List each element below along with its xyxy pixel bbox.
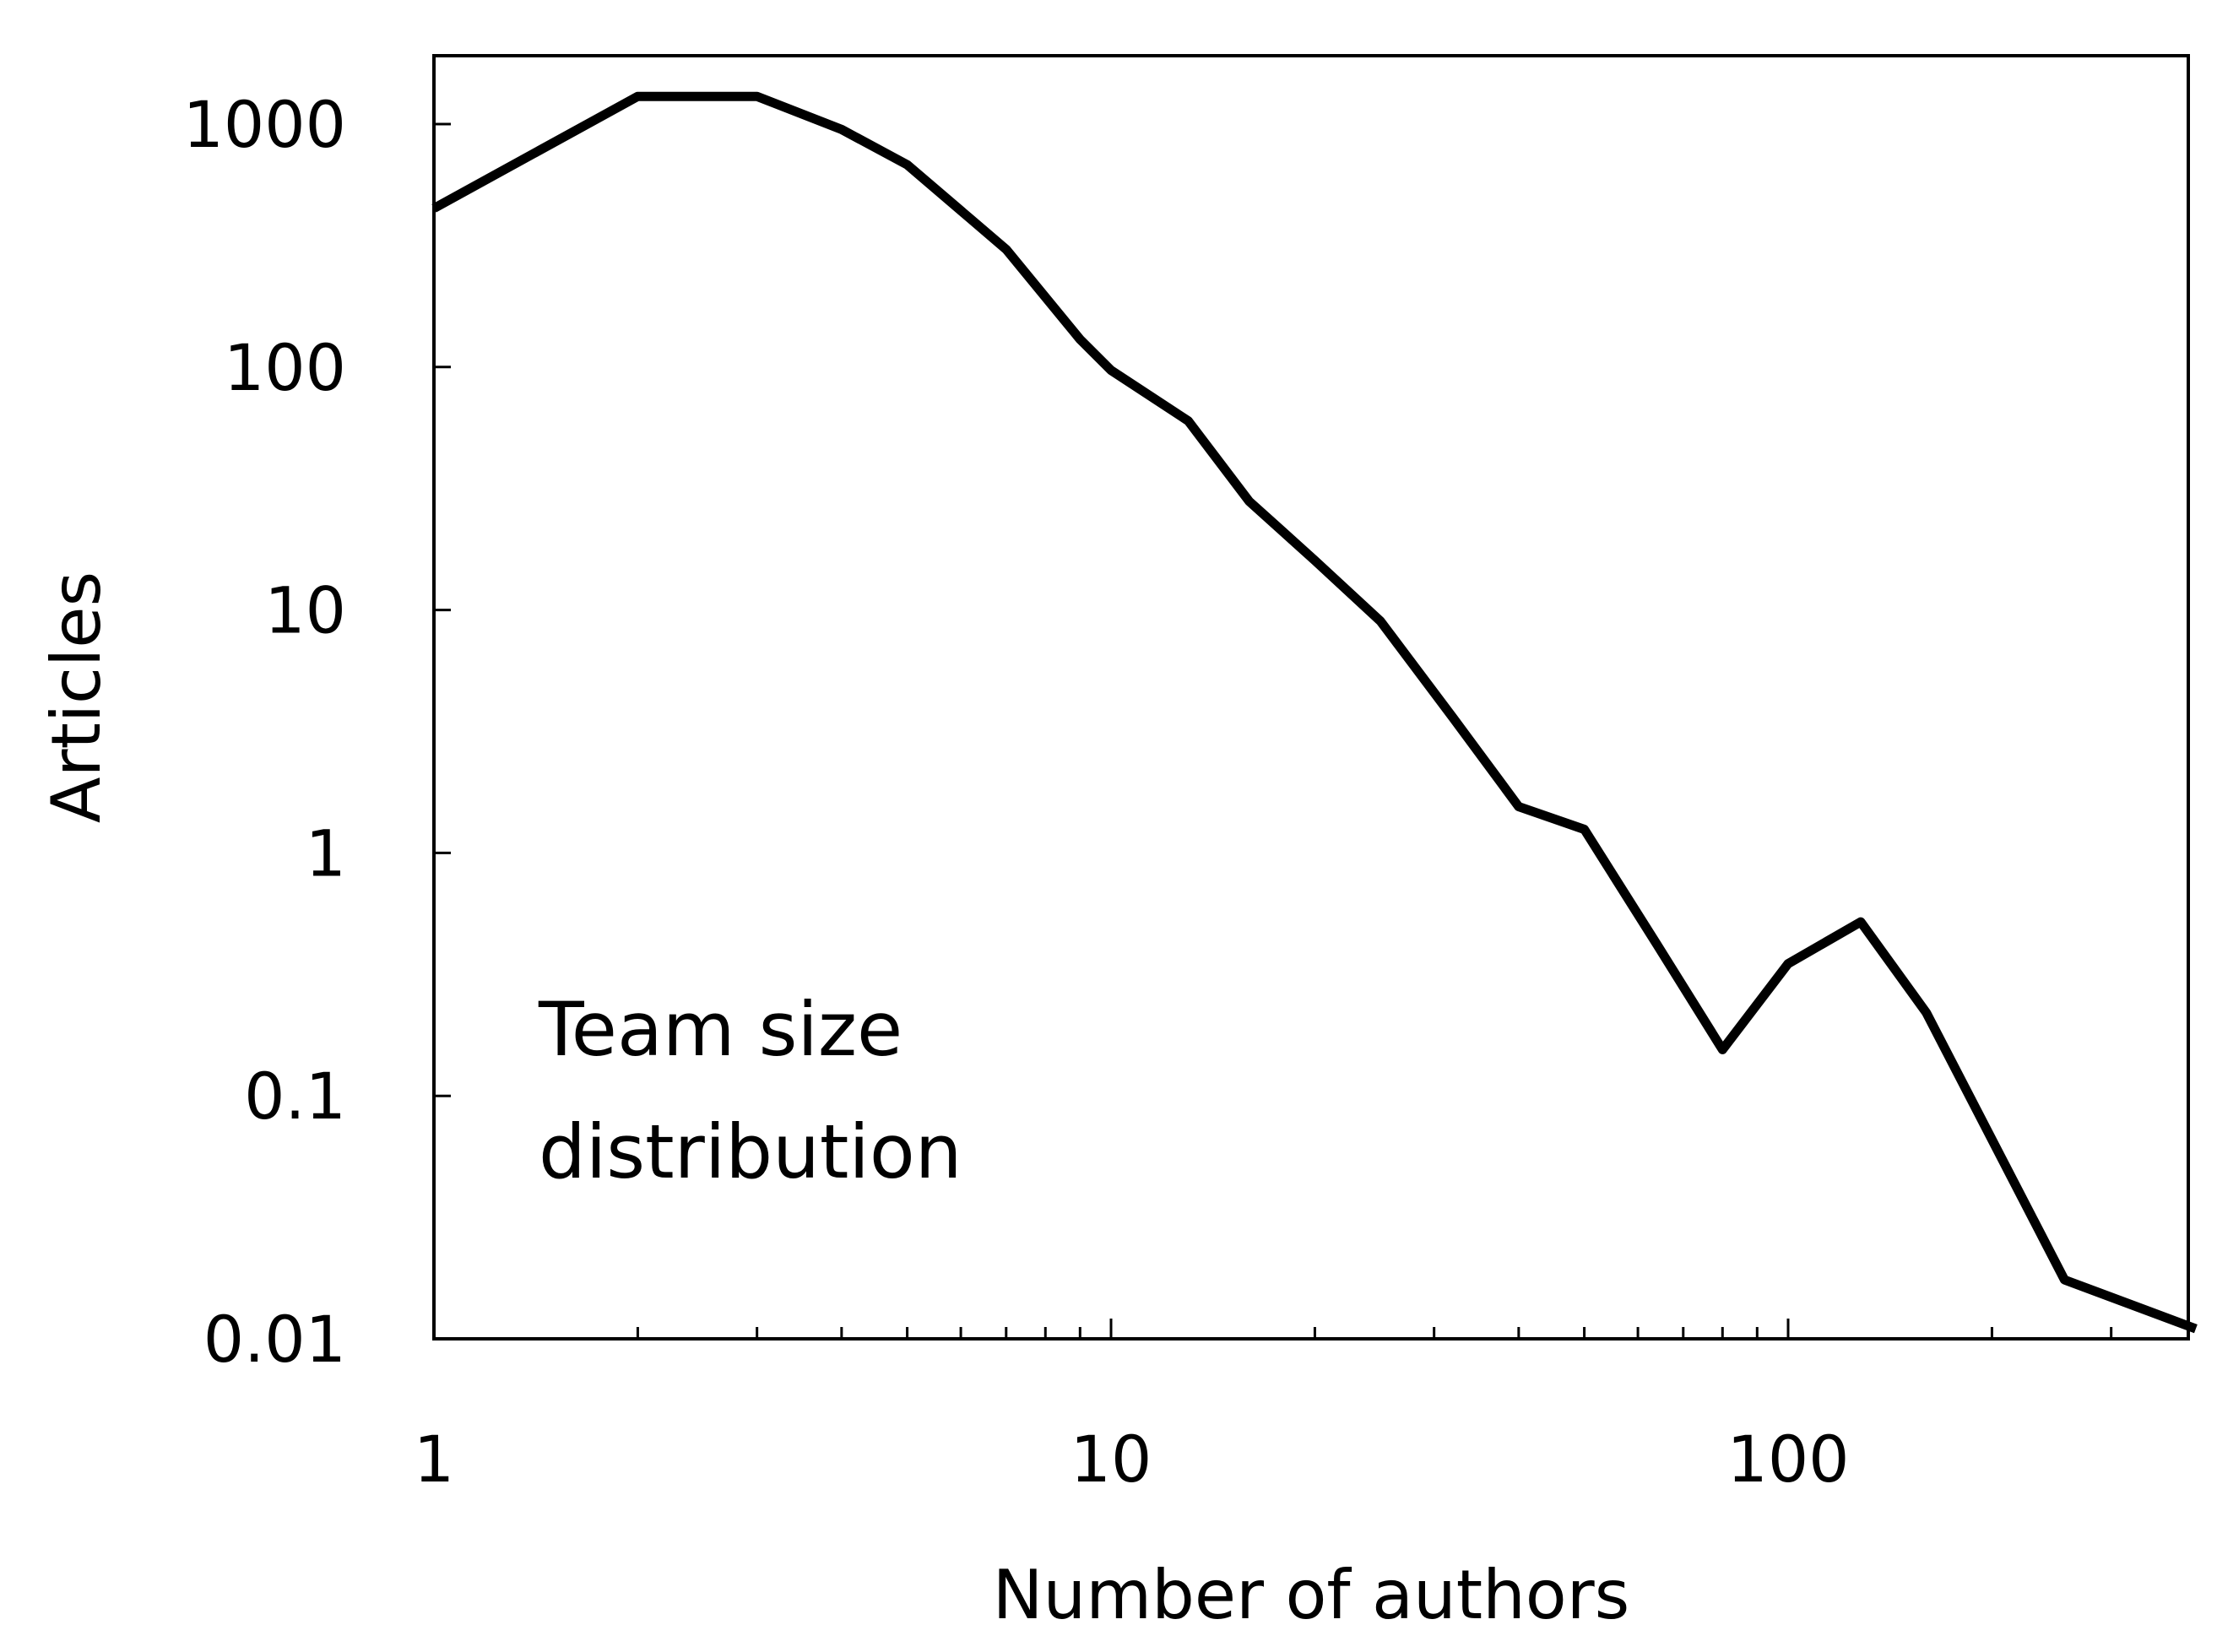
x-axis-title: Number of authors	[993, 1556, 1630, 1634]
y-tick-label: 0.1	[244, 1059, 346, 1134]
x-tick-label: 10	[1071, 1422, 1152, 1497]
series-line	[431, 91, 2198, 1334]
y-tick-label: 1	[306, 815, 346, 891]
x-tick-label: 1	[414, 1422, 454, 1497]
x-tick-label: 100	[1726, 1422, 1849, 1497]
axis-ticks	[434, 122, 2113, 1341]
series-layer	[431, 91, 2198, 1334]
y-tick-label: 10	[264, 573, 346, 648]
y-tick-label: 0.01	[203, 1302, 346, 1377]
plot-frame	[432, 54, 2190, 1341]
y-tick-label: 1000	[183, 87, 346, 162]
x-tick-labels: 1 10 100	[414, 1422, 1850, 1497]
annotation-line-1: Team size	[538, 986, 903, 1073]
y-tick-labels: 0.01 0.1 1 10 100 1000	[183, 87, 346, 1377]
annotation-line-2: distribution	[539, 1108, 962, 1195]
y-axis-title: Articles	[37, 571, 116, 823]
y-tick-label: 100	[224, 330, 346, 405]
